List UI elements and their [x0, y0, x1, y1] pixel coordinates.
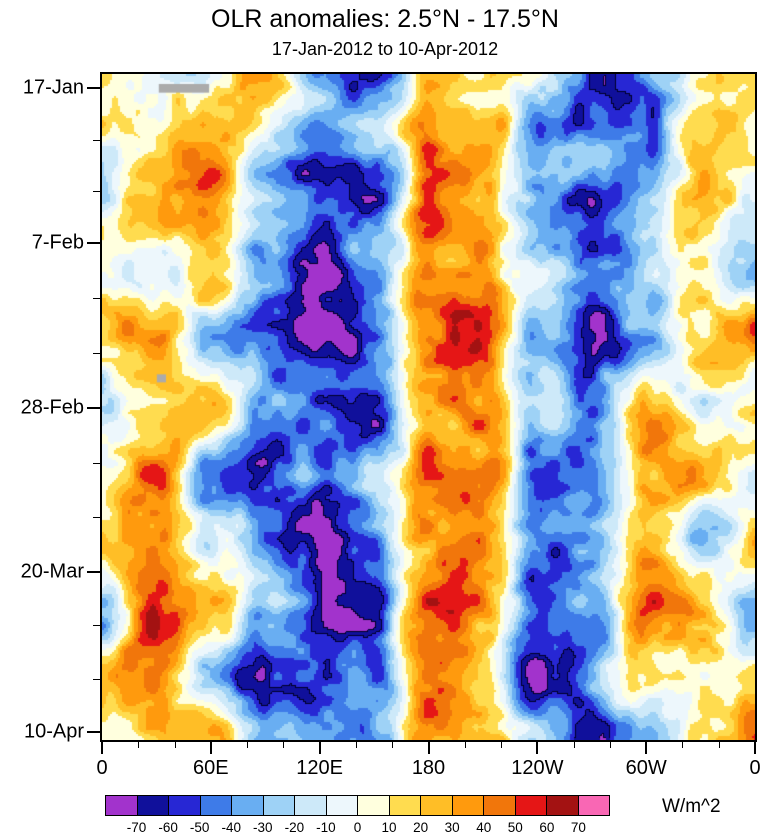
colorbar-cell — [169, 796, 201, 815]
x-minor-tick — [247, 742, 249, 748]
colorbar-cell — [326, 796, 358, 815]
colorbar — [105, 795, 610, 816]
x-minor-tick — [682, 742, 684, 748]
colorbar-cell — [263, 796, 295, 815]
x-tick — [754, 742, 756, 754]
y-tick — [87, 242, 100, 245]
y-minor-tick — [93, 517, 100, 519]
colorbar-cell — [137, 796, 169, 815]
chart-title: OLR anomalies: 2.5°N - 17.5°N — [211, 5, 559, 33]
colorbar-cell — [547, 796, 579, 815]
y-tick-label: 28-Feb — [20, 396, 84, 419]
y-tick-label: 17-Jan — [22, 76, 84, 99]
x-tick — [101, 742, 103, 754]
y-tick — [87, 731, 100, 733]
y-minor-tick — [93, 678, 100, 680]
x-minor-tick — [501, 742, 503, 748]
colorbar-tick-label: -70 — [126, 820, 147, 834]
x-tick — [536, 742, 539, 754]
y-minor-tick — [93, 625, 100, 627]
x-tick — [645, 742, 648, 754]
colorbar-tick-label: 50 — [507, 820, 523, 834]
colorbar-tick-label: -50 — [189, 820, 210, 834]
colorbar-cell — [200, 796, 232, 815]
y-minor-tick — [93, 139, 100, 141]
x-tick — [318, 742, 321, 754]
x-tick — [209, 742, 212, 754]
x-minor-tick — [138, 742, 140, 748]
colorbar-cell — [358, 796, 390, 815]
y-minor-tick — [93, 191, 100, 193]
colorbar-tick-label: 0 — [353, 820, 362, 834]
x-tick-label: 60E — [193, 757, 229, 779]
colorbar-cell — [421, 796, 453, 815]
x-minor-tick — [283, 742, 285, 748]
colorbar-cell — [484, 796, 516, 815]
y-tick — [87, 571, 100, 574]
plot-area — [100, 72, 757, 742]
y-minor-tick — [93, 352, 100, 354]
colorbar-tick-label: -20 — [284, 820, 305, 834]
colorbar-tick-label: -40 — [221, 820, 242, 834]
colorbar-tick-label: 10 — [381, 820, 397, 834]
colorbar-cell — [295, 796, 327, 815]
heatmap-canvas — [102, 74, 755, 740]
y-minor-tick — [93, 297, 100, 299]
x-tick-label: 180 — [411, 757, 446, 779]
x-tick-label: 0 — [749, 757, 761, 779]
y-tick — [87, 86, 100, 89]
chart-subtitle: 17-Jan-2012 to 10-Apr-2012 — [271, 39, 499, 59]
x-minor-tick — [392, 742, 394, 748]
x-minor-tick — [174, 742, 176, 748]
x-minor-tick — [573, 742, 575, 748]
x-minor-tick — [718, 742, 720, 748]
colorbar-tick-label: -30 — [253, 820, 273, 834]
y-tick-label: 10-Apr — [23, 720, 84, 743]
colorbar-tick-label: 20 — [413, 820, 429, 834]
x-tick-label: 60W — [625, 757, 667, 779]
x-tick-label: 120W — [511, 757, 564, 779]
x-tick — [427, 742, 430, 754]
x-minor-tick — [355, 742, 357, 748]
colorbar-cell — [452, 796, 484, 815]
x-minor-tick — [464, 742, 466, 748]
colorbar-cell — [389, 796, 421, 815]
colorbar-cell — [515, 796, 547, 815]
y-tick — [87, 406, 100, 409]
y-tick-label: 7-Feb — [31, 231, 84, 254]
colorbar-tick-label: -60 — [158, 820, 178, 834]
colorbar-tick-label: 60 — [539, 820, 555, 834]
colorbar-tick-label: 70 — [570, 820, 586, 834]
colorbar-tick-label: -10 — [316, 820, 336, 834]
colorbar-cell — [578, 796, 609, 815]
x-minor-tick — [609, 742, 611, 748]
colorbar-cell — [232, 796, 264, 815]
x-tick-label: 0 — [96, 757, 108, 779]
y-tick-label: 20-Mar — [20, 560, 84, 583]
colorbar-tick-label: 40 — [476, 820, 492, 834]
colorbar-tick-label: 30 — [444, 820, 460, 834]
units-label: W/m^2 — [662, 796, 721, 817]
colorbar-cell — [106, 796, 138, 815]
y-minor-tick — [93, 462, 100, 464]
x-tick-label: 120E — [296, 757, 344, 779]
